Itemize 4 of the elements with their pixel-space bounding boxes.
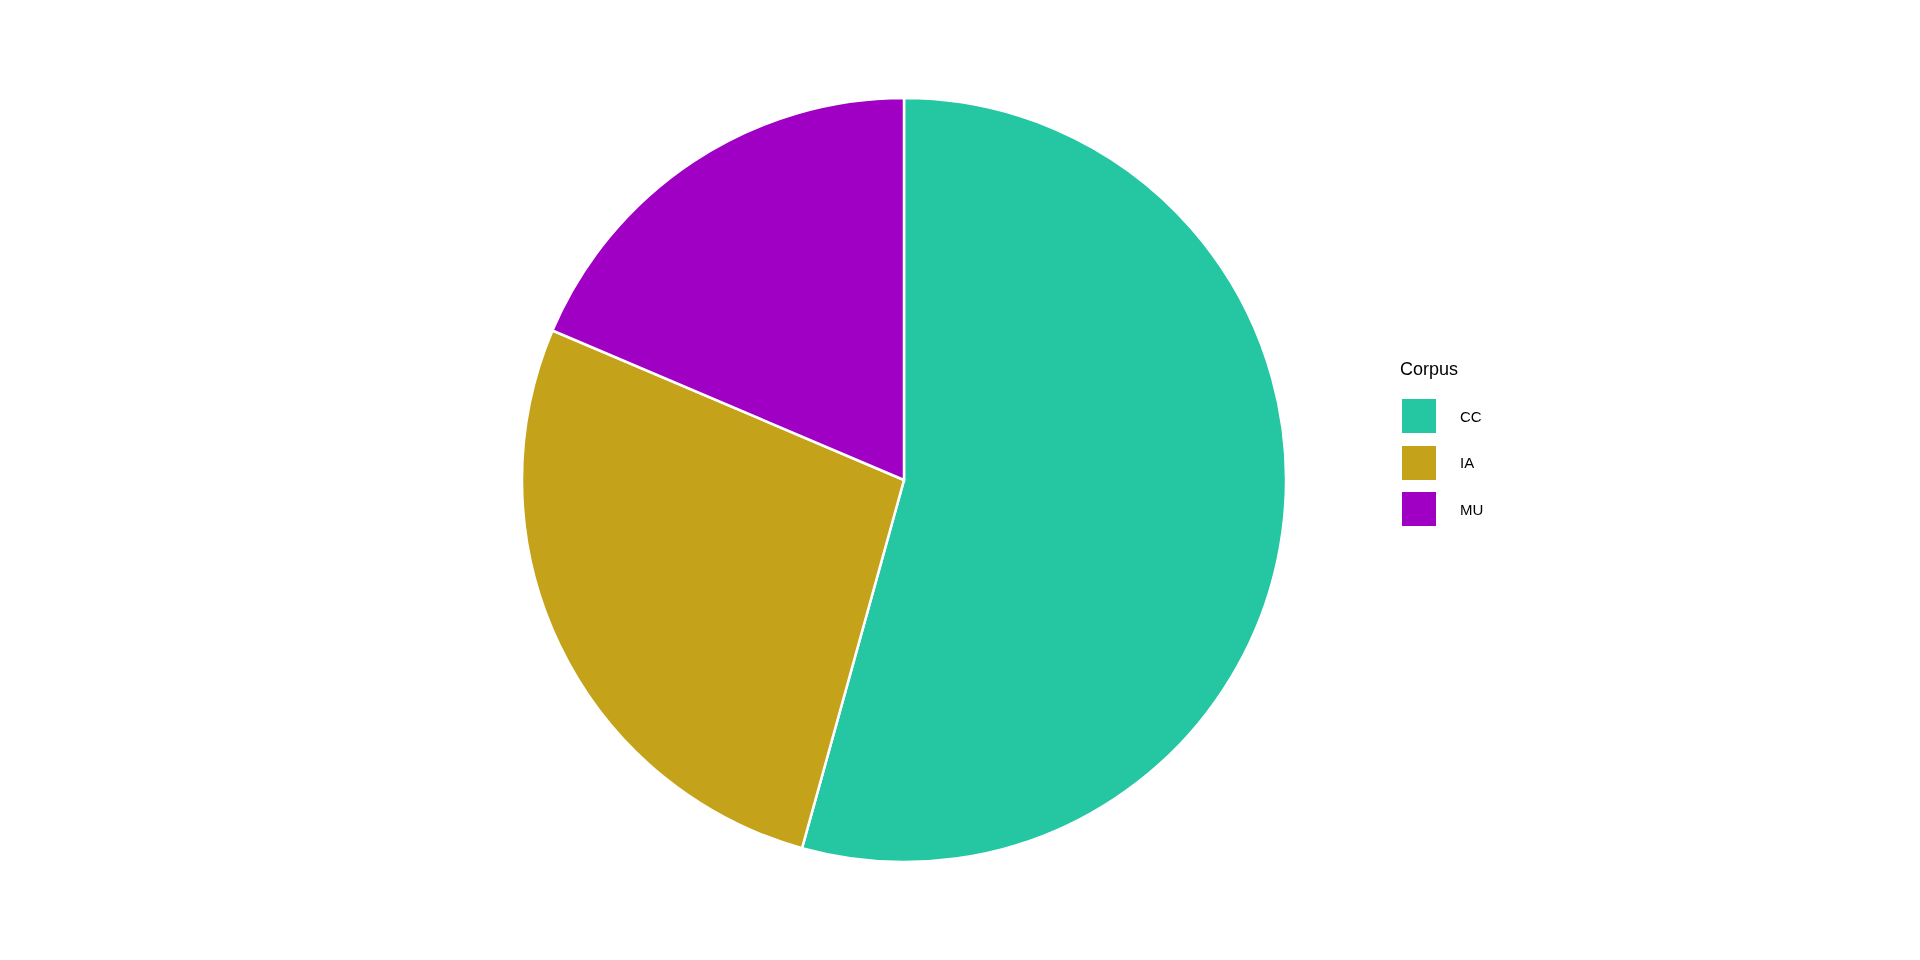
legend-title: Corpus	[1400, 359, 1460, 380]
legend-label: CC	[1460, 407, 1482, 425]
legend-label: MU	[1460, 500, 1484, 518]
legend-label: IA	[1460, 454, 1475, 472]
